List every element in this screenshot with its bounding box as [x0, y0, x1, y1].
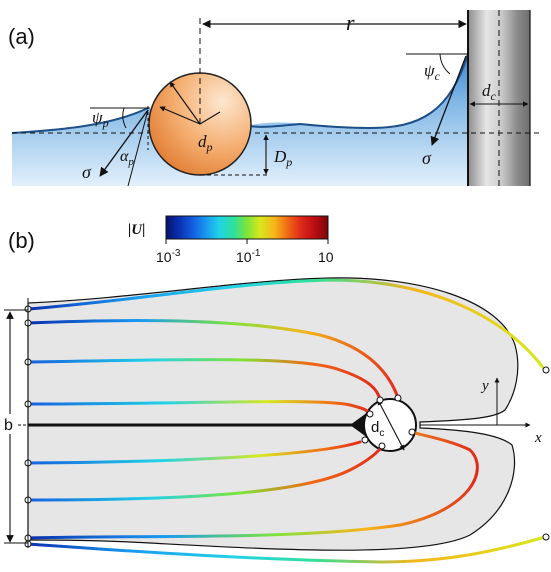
particle-radius-line: [199, 111, 221, 125]
collector-label: dc: [371, 419, 384, 439]
sigma-right-arrow: [430, 55, 467, 146]
r-label: r: [346, 10, 355, 35]
panel-a: (a) dp r ψp αp σ D: [8, 10, 540, 187]
colorbar-tick-3: 10: [318, 249, 334, 265]
psi-p-label: ψp: [92, 108, 109, 130]
psi-c-label: ψc: [424, 61, 441, 83]
trajectory-outer-top: [26, 278, 547, 372]
alpha-p-label: αp: [120, 148, 134, 168]
trajectory-6: [26, 430, 479, 540]
panel-b-label: (b): [8, 228, 35, 253]
colorbar-tick-1: 10-3: [156, 248, 181, 265]
collector-diameter-arrow: [377, 399, 405, 451]
meniscus-line: [11, 53, 469, 134]
water-body: [12, 54, 468, 186]
trajectory-outer-bottom: [26, 535, 547, 564]
trajectory-2: [26, 358, 382, 402]
colorbar: [165, 215, 329, 240]
particle-radius-arrow-1: [169, 81, 201, 125]
x-axis-label: x: [534, 430, 542, 446]
b-label-bg: [2, 414, 18, 434]
wake-wedge: [350, 412, 368, 438]
particle-radius-arrow-2: [159, 106, 201, 125]
y-axis-label: y: [480, 378, 489, 394]
sigma-right-label: σ: [422, 148, 432, 168]
colorbar-ticks: [165, 239, 329, 244]
d-p-label: dp: [198, 132, 213, 154]
colorbar-title: |U|: [128, 222, 145, 238]
colorbar-tick-2: 10-1: [236, 248, 261, 265]
trajectory-5: [26, 444, 384, 502]
psi-c-arc: [439, 53, 451, 75]
trajectories: [26, 278, 547, 564]
alpha-p-line: [127, 109, 149, 187]
panel-b: (b) |U| 10-3 10-1 10 dc x y: [2, 215, 550, 564]
sigma-left-label: σ: [82, 162, 92, 182]
b-label: b: [4, 417, 13, 434]
panel-a-label: (a): [8, 24, 35, 49]
trajectory-1: [26, 319, 400, 400]
D-p-label: Dp: [273, 147, 292, 169]
cylinder: [468, 10, 530, 186]
trajectory-4: [26, 440, 362, 465]
trajectory-3: [26, 400, 372, 416]
sigma-left-arrow: [99, 109, 149, 177]
d-c-label: dc: [482, 81, 497, 103]
psi-p-arc: [122, 107, 127, 129]
